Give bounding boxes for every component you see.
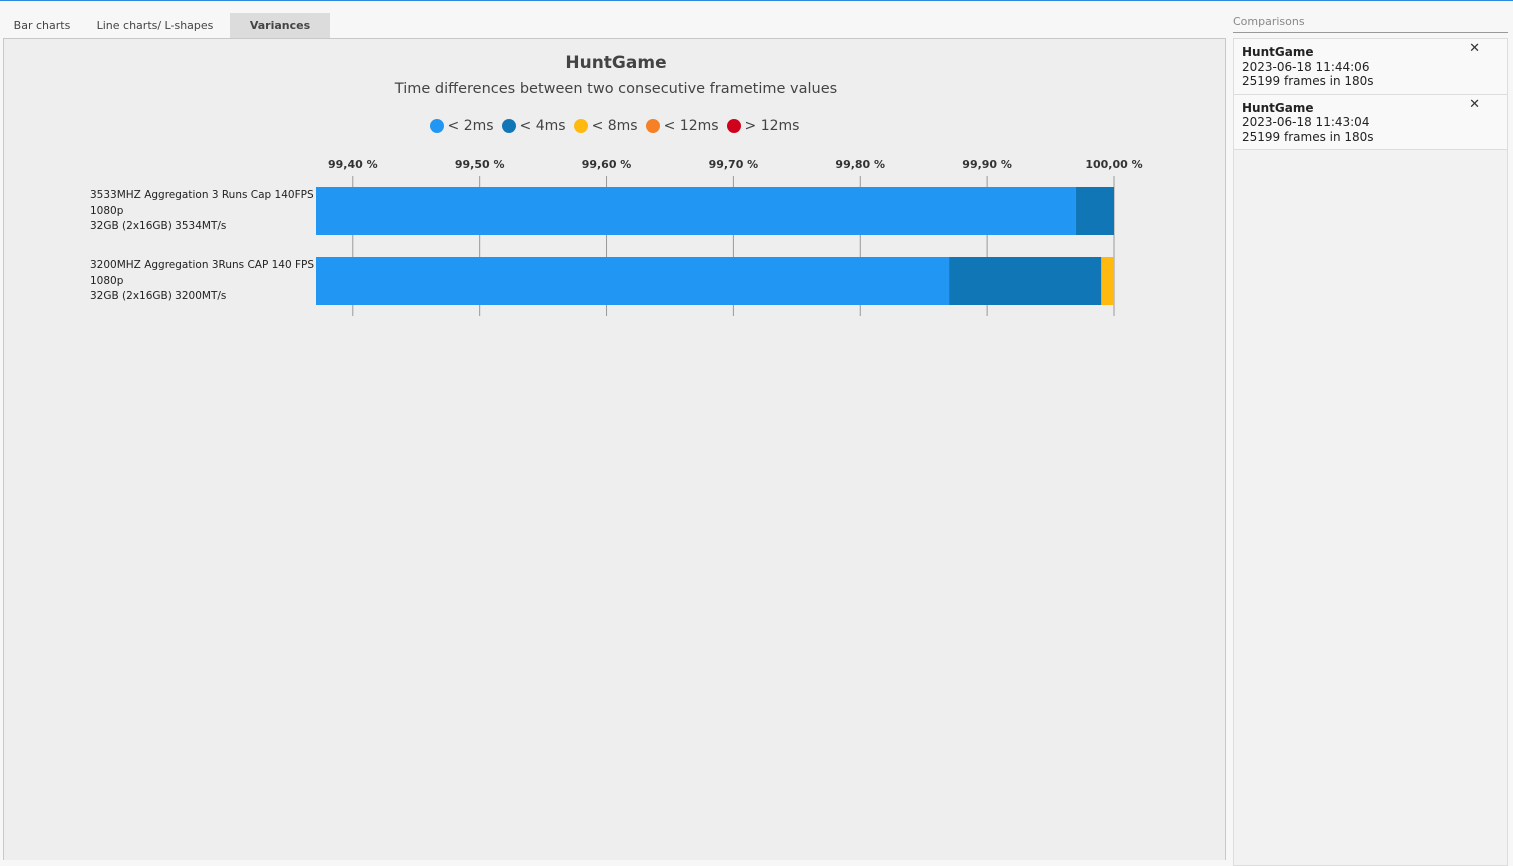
top-line [0, 0, 1513, 1]
bar-segment [316, 187, 1076, 235]
legend-item: < 4ms [501, 118, 566, 134]
legend-label: < 8ms [591, 118, 638, 134]
chart: HuntGame Time differences between two co… [316, 53, 1143, 316]
legend-label: > 12ms [744, 118, 800, 134]
category-label: 3200MHZ Aggregation 3Runs CAP 140 FPS 10… [90, 259, 315, 302]
x-tick-label: 100,00 % [1085, 158, 1142, 171]
x-tick-label: 99,70 % [709, 158, 759, 171]
close-button[interactable]: ✕ [1469, 96, 1480, 112]
bar-segment [949, 257, 1102, 305]
close-button[interactable]: ✕ [1469, 41, 1480, 56]
x-tick-label: 99,80 % [835, 158, 885, 171]
legend-dot [645, 119, 660, 133]
comparison-card: HuntGame 2023-06-18 11:43:04 25199 frames … [1234, 94, 1507, 150]
panel-title: Comparisons [1233, 14, 1508, 33]
comparison-date: 2023-06-18 11:44:06 [1242, 59, 1370, 74]
chart-subtitle: Time differences between two consecutive… [394, 81, 837, 97]
bar-segment [1101, 257, 1114, 305]
comparison-card: HuntGame 2023-06-18 11:44:06 25199 frames … [1234, 39, 1507, 95]
tab[interactable]: Line charts/ L-shapes [96, 19, 214, 32]
bar-segment [316, 257, 950, 305]
legend-dot [726, 119, 741, 133]
x-tick-label: 99,90 % [962, 158, 1012, 171]
x-tick-label: 99,40 % [328, 158, 378, 171]
legend-item: < 8ms [573, 118, 638, 134]
comparisons-panel: Comparisons HuntGame 2023-06-18 11:44:06 2… [1233, 14, 1508, 866]
tab[interactable]: Bar charts [13, 19, 71, 32]
legend: < 2ms < 4ms < 8ms < 12ms > 12ms [3, 118, 1226, 134]
x-tick-label: 99,50 % [455, 158, 505, 171]
comparison-date: 2023-06-18 11:43:04 [1242, 115, 1370, 129]
legend-dot [573, 119, 588, 133]
category-label: 3533MHZ Aggregation 3 Runs Cap 140FPS 10… [90, 189, 314, 232]
chart-title: HuntGame [565, 53, 666, 73]
comparison-info: 25199 frames in 180s [1242, 74, 1374, 88]
comparison-info: 25199 frames in 180s [1242, 129, 1374, 144]
legend-dot [429, 119, 444, 133]
legend-label: < 12ms [663, 118, 719, 134]
comparison-name: HuntGame [1242, 100, 1314, 115]
x-tick-label: 99,60 % [582, 158, 632, 171]
legend-label: < 2ms [447, 118, 494, 134]
legend-item: < 2ms [429, 118, 494, 134]
legend-dot [501, 119, 516, 133]
legend-label: < 4ms [519, 118, 566, 134]
legend-item: < 12ms [645, 118, 719, 134]
comparison-name: HuntGame [1242, 45, 1314, 59]
tab-active[interactable]: Variances [230, 13, 330, 38]
legend-item: > 12ms [726, 118, 800, 134]
chart-panel [3, 38, 1226, 860]
comparison-list: HuntGame 2023-06-18 11:44:06 25199 frames … [1233, 38, 1508, 866]
bar-segment [1075, 187, 1114, 235]
